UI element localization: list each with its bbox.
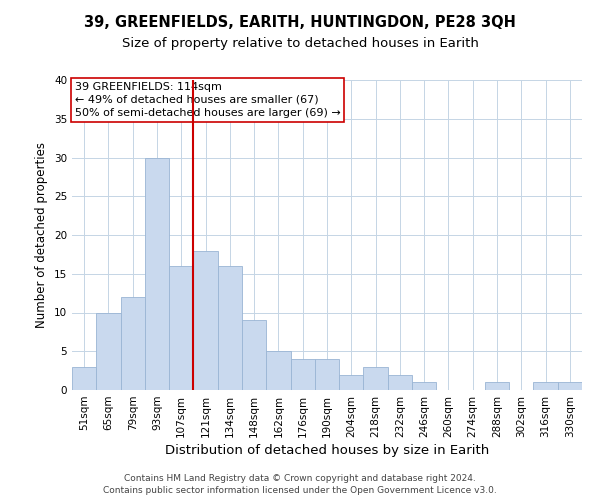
- Bar: [485, 382, 509, 390]
- Bar: [218, 266, 242, 390]
- Bar: [412, 382, 436, 390]
- Bar: [72, 367, 96, 390]
- Bar: [558, 382, 582, 390]
- Bar: [242, 320, 266, 390]
- Bar: [96, 312, 121, 390]
- Bar: [388, 374, 412, 390]
- Bar: [169, 266, 193, 390]
- Bar: [339, 374, 364, 390]
- Bar: [121, 297, 145, 390]
- Bar: [364, 367, 388, 390]
- Bar: [145, 158, 169, 390]
- Text: Contains HM Land Registry data © Crown copyright and database right 2024.
Contai: Contains HM Land Registry data © Crown c…: [103, 474, 497, 495]
- Bar: [290, 359, 315, 390]
- Bar: [193, 250, 218, 390]
- Text: 39, GREENFIELDS, EARITH, HUNTINGDON, PE28 3QH: 39, GREENFIELDS, EARITH, HUNTINGDON, PE2…: [84, 15, 516, 30]
- Bar: [315, 359, 339, 390]
- X-axis label: Distribution of detached houses by size in Earith: Distribution of detached houses by size …: [165, 444, 489, 457]
- Y-axis label: Number of detached properties: Number of detached properties: [35, 142, 49, 328]
- Bar: [266, 351, 290, 390]
- Text: 39 GREENFIELDS: 114sqm
← 49% of detached houses are smaller (67)
50% of semi-det: 39 GREENFIELDS: 114sqm ← 49% of detached…: [74, 82, 340, 118]
- Text: Size of property relative to detached houses in Earith: Size of property relative to detached ho…: [122, 38, 478, 51]
- Bar: [533, 382, 558, 390]
